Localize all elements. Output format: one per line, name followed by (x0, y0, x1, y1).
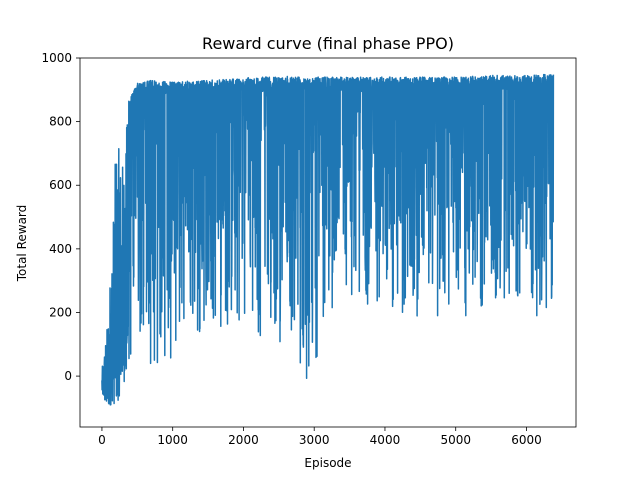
x-tick-label: 4000 (370, 433, 401, 447)
y-tick-label: 1000 (41, 51, 72, 65)
x-tick-label: 5000 (440, 433, 471, 447)
series-layer (101, 73, 555, 406)
x-axis-ticks: 0 1000 2000 3000 4000 5000 6000 (98, 427, 542, 447)
plot-area (79, 57, 577, 428)
y-axis-label: Total Reward (15, 205, 29, 283)
x-tick-label: 3000 (299, 433, 330, 447)
x-tick-label: 6000 (511, 433, 542, 447)
y-axis-ticks: 0 200 400 600 800 1000 (41, 51, 80, 383)
y-tick-label: 800 (49, 115, 72, 129)
x-tick-label: 1000 (157, 433, 188, 447)
y-tick-label: 400 (49, 242, 72, 256)
x-tick-label: 0 (98, 433, 106, 447)
chart-title: Reward curve (final phase PPO) (202, 34, 454, 53)
y-tick-label: 600 (49, 178, 72, 192)
reward-series-line (101, 73, 555, 406)
axes-frame (79, 57, 577, 428)
x-axis-label: Episode (304, 456, 351, 470)
x-tick-label: 2000 (228, 433, 259, 447)
y-tick-label: 200 (49, 305, 72, 319)
y-tick-label: 0 (64, 369, 72, 383)
